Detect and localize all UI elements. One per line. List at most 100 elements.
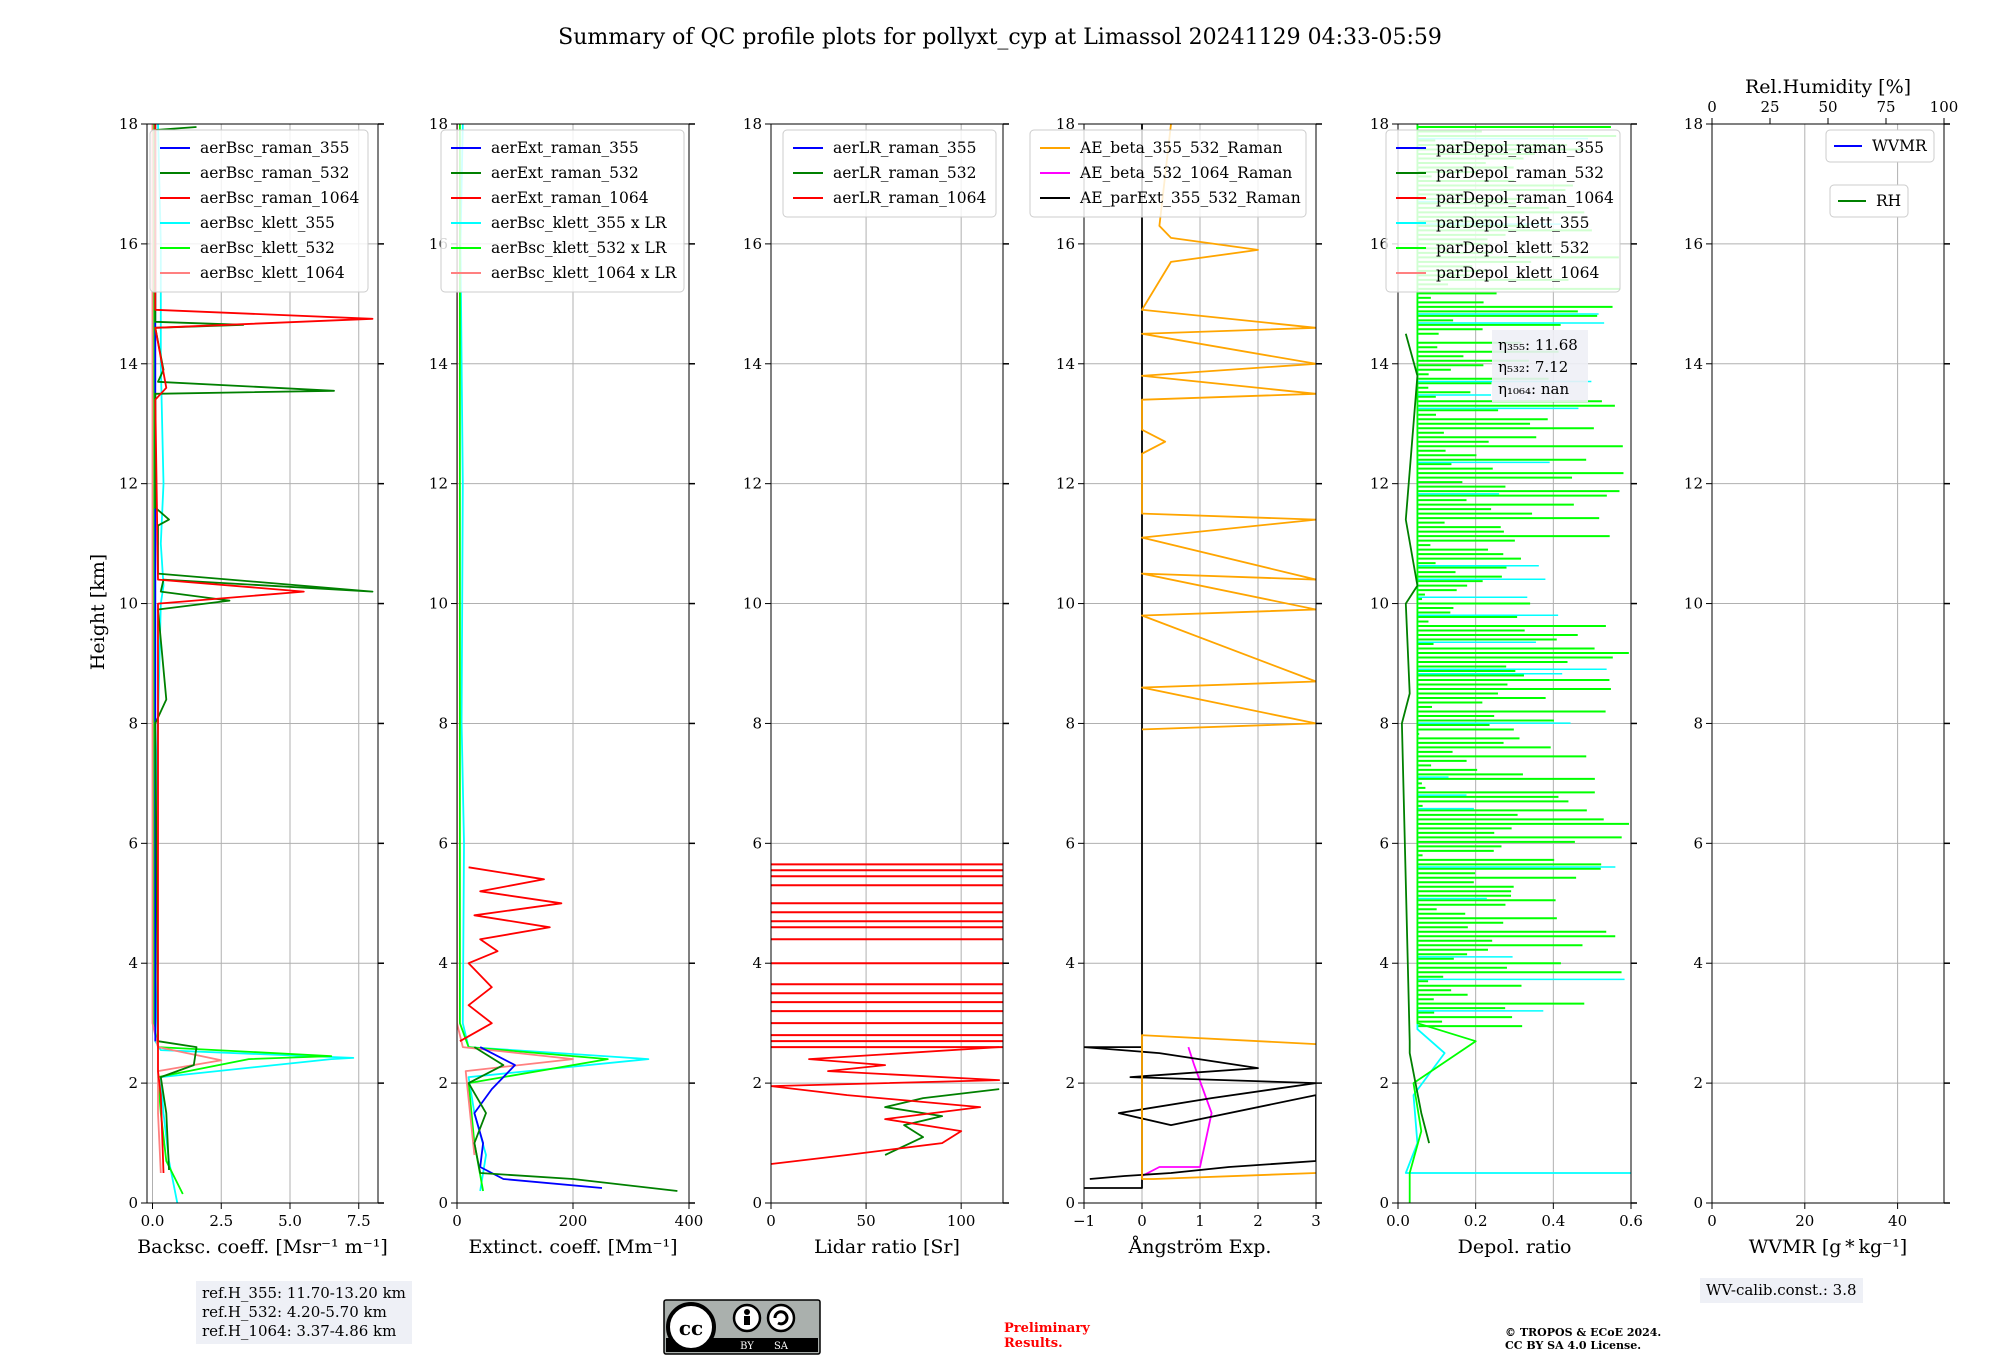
y-tick-label: 6 [128,834,138,852]
x-axis-label: Depol. ratio [1458,1236,1572,1258]
x-tick-label: 20 [1795,1212,1814,1230]
plot-area [457,124,678,1192]
cc-logo-icon [666,1302,716,1352]
plot-area [1084,124,1316,1189]
wv-calibration-box: WV-calib.const.: 3.8 [1700,1278,1863,1303]
reference-height-box: ref.H_355: 11.70-13.20 km ref.H_532: 4.2… [196,1281,412,1344]
ref-height-532: ref.H_532: 4.20-5.70 km [202,1303,387,1321]
attribution-icon-head [744,1309,750,1315]
cc-license-badge: cc BY SA [663,1299,821,1355]
series-line-AE_beta_355_532_Raman [1141,1034,1316,1180]
y-tick-label: 12 [743,475,762,493]
ref-height-1064: ref.H_1064: 3.37-4.86 km [202,1322,397,1340]
x-tick-label: 2.5 [209,1212,233,1230]
y-tick-label: 2 [438,1074,448,1092]
eta-box [1492,330,1588,402]
series-line-aerLR_raman_1064 [771,1046,1001,1165]
share-alike-icon [766,1303,796,1333]
y-tick-label: 14 [1684,355,1703,373]
y-tick-label: 8 [1379,714,1389,732]
x-tick-label: 200 [559,1212,588,1230]
y-tick-label: 2 [1065,1074,1075,1092]
legend-box [782,129,997,218]
x-axis-label: Extinct. coeff. [Mm⁻¹] [468,1236,677,1258]
legend-box [149,129,369,293]
x-axis-label: Lidar ratio [Sr] [814,1236,960,1258]
x-axis-label: Ångström Exp. [1128,1236,1272,1258]
x-tick-label: 0 [1707,1212,1717,1230]
copyright-line1: © TROPOS & ECoE 2024. [1505,1326,1661,1339]
rh-tick-label: 25 [1760,98,1779,116]
y-tick-label: 10 [119,595,138,613]
panel-5: 0 2 4 6 8 10 12 14 16 18 0.0 0.2 0.4 0.6 Depol. ratio p… [1370,115,1643,1258]
series-line-AE_parExt_355_532_Raman [1084,124,1143,1189]
series-line-parDepol_klett_532 [1408,124,1477,1203]
copyright-line2: CC BY SA 4.0 License. [1505,1339,1641,1352]
axes-frame [1711,123,1945,1204]
x-tick-label: 2 [1253,1212,1263,1230]
rh-tick-label: 75 [1876,98,1895,116]
legend-label: parDepol_klett_1064 [1436,264,1599,282]
y-tick-label: 4 [438,954,448,972]
series-line-aerExt_raman_355 [473,1046,603,1189]
x-tick-label: 50 [857,1212,876,1230]
series-line-aerBsc_klett_1064 [151,124,223,1174]
x-tick-label: −1 [1073,1212,1095,1230]
cc-sa-label: SA [774,1341,789,1352]
y-tick-label: 6 [438,834,448,852]
cc-logo-text: cc [679,1316,703,1340]
x-axis-label: WVMR [g * kg⁻¹] [1749,1236,1907,1258]
ref-height-355: ref.H_355: 11.70-13.20 km [202,1284,406,1302]
legend-box [440,129,685,293]
legend-label: aerLR_raman_355 [833,139,976,157]
y-tick-label: 14 [1056,355,1075,373]
x-tick-label: 0.4 [1541,1212,1565,1230]
rh-legend-box [1829,184,1909,218]
y-tick-label: 18 [1684,115,1703,133]
legend-label: aerBsc_klett_355 [200,214,335,232]
series-line-aerBsc_klett_1064 x LR [457,124,574,1156]
y-tick-label: 2 [128,1074,138,1092]
panel-1: 0 2 4 6 8 10 12 14 16 18 0.0 2.5 5.0 7.5 Backsc. coeff… [119,115,388,1258]
x-tick-label: 100 [947,1212,976,1230]
cc-by-label: BY [740,1341,754,1352]
y-tick-label: 2 [752,1074,762,1092]
legend-label: aerLR_raman_532 [833,164,976,182]
y-tick-label: 8 [128,714,138,732]
y-tick-label: 10 [1056,595,1075,613]
y-tick-label: 14 [743,355,762,373]
x-tick-label: 0.0 [141,1212,165,1230]
x-tick-label: 0.0 [1386,1212,1410,1230]
y-tick-label: 2 [1693,1074,1703,1092]
x-tick-label: 0 [766,1212,776,1230]
y-tick-label: 0 [1065,1194,1075,1212]
y-tick-label: 0 [438,1194,448,1212]
y-tick-label: 0 [1379,1194,1389,1212]
legend-label: aerBsc_raman_355 [200,139,350,157]
y-tick-label: 18 [429,115,448,133]
attribution-icon-body [744,1316,750,1325]
legend-label: aerBsc_klett_532 x LR [491,239,668,257]
x-tick-label: 400 [675,1212,704,1230]
axes-frame [146,123,379,1204]
legend-label: aerBsc_klett_355 x LR [491,214,668,232]
y-tick-label: 8 [1065,714,1075,732]
legend-label: aerBsc_raman_532 [200,164,350,182]
legend-label: aerExt_raman_1064 [491,189,649,207]
y-tick-label: 18 [1056,115,1075,133]
legend-label: aerExt_raman_532 [491,164,639,182]
y-tick-label: 16 [1056,235,1075,253]
y-tick-label: 12 [429,475,448,493]
preliminary-line1: Preliminary [1004,1321,1090,1336]
y-tick-label: 12 [1056,475,1075,493]
y-tick-label: 4 [1065,954,1075,972]
axes-frame [1397,123,1632,1204]
legend-box [1029,129,1307,218]
wv-calibration-constant: WV-calib.const.: 3.8 [1706,1281,1857,1299]
legend-label: parDepol_raman_1064 [1436,189,1614,207]
series-line-AE_beta_355_532_Raman [1141,124,1316,731]
